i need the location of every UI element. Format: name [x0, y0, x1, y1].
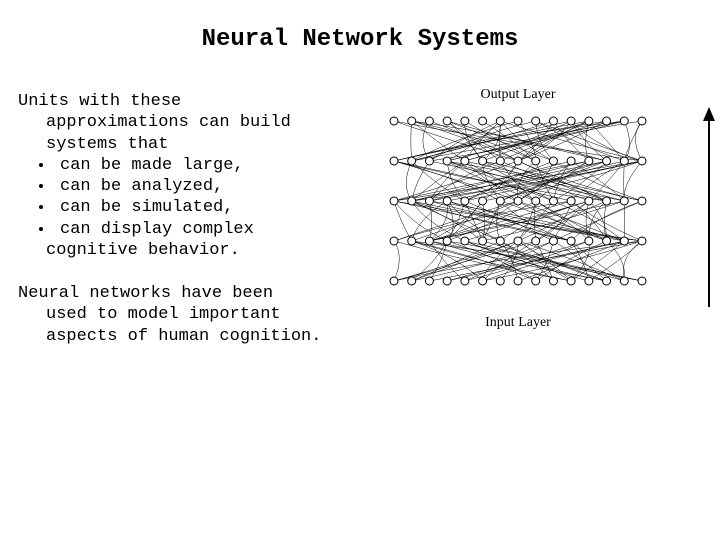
para2-line-3: aspects of human cognition. [18, 326, 378, 347]
input-layer-label: Input Layer [378, 315, 658, 331]
bullet-tail: cognitive behavior. [18, 240, 378, 261]
text-column: Units with these approximations can buil… [18, 91, 378, 391]
bullet-item: can be analyzed, [54, 176, 378, 197]
network-diagram: Output Layer Input Layer Information Flo… [378, 91, 702, 391]
intro-paragraph: Units with these approximations can buil… [18, 91, 378, 155]
intro-line-2: approximations can build [18, 112, 378, 133]
para2-line-2: used to model important [18, 304, 378, 325]
content-row: Units with these approximations can buil… [0, 61, 720, 391]
para2-line-1: Neural networks have been [18, 283, 378, 304]
network-svg [378, 101, 658, 311]
bullet-item: can be simulated, [54, 197, 378, 218]
intro-line-1: Units with these [18, 91, 378, 112]
bullet-item: can display complex [54, 219, 378, 240]
bullet-list: can be made large, can be analyzed, can … [28, 155, 378, 240]
intro-line-3: systems that [18, 134, 378, 155]
flow-arrow-icon [700, 107, 718, 307]
bullet-item: can be made large, [54, 155, 378, 176]
page-title: Neural Network Systems [0, 0, 720, 61]
paragraph-2: Neural networks have been used to model … [18, 283, 378, 347]
